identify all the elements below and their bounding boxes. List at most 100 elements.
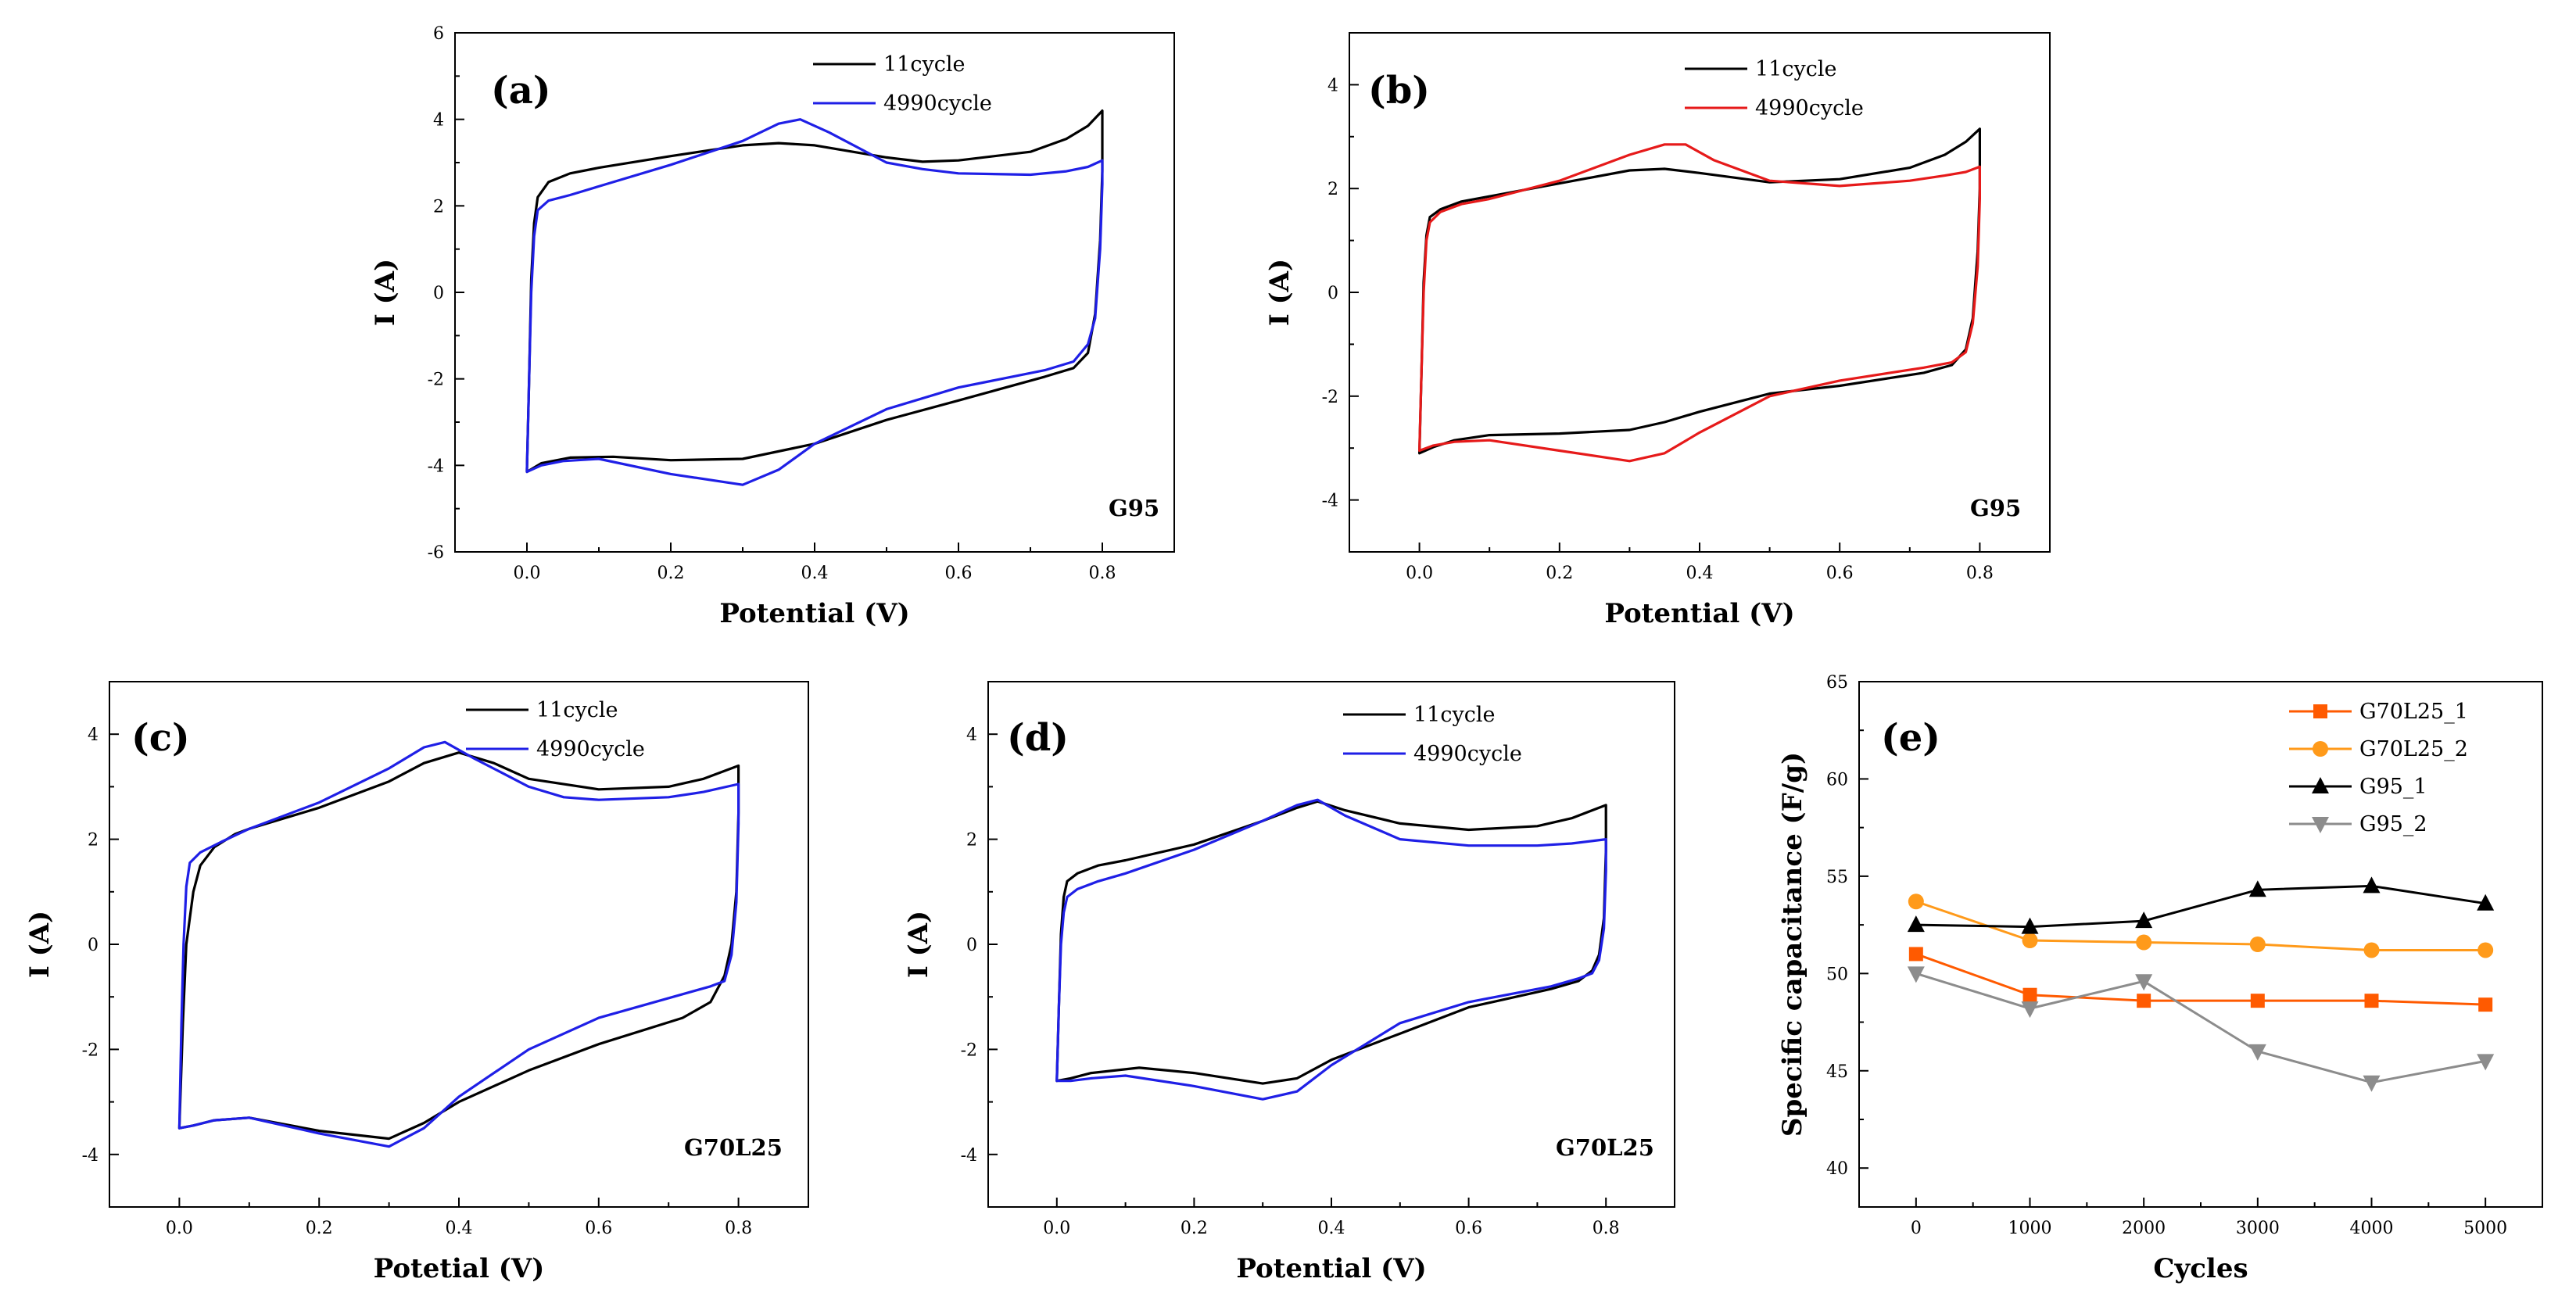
y-tick-label: -2	[428, 371, 444, 390]
panel-b: 0.0 0.2 0.4 0.6 0.8 -4 -2 0 2 4 Potential (V) I (A)…	[1264, 32, 2051, 629]
data-point	[1907, 966, 1925, 983]
legend-label: G70L25_1	[2359, 700, 2468, 724]
y-tick-label: 50	[1826, 965, 1848, 984]
x-tick-label: 0.0	[166, 1219, 193, 1238]
legend-marker	[2312, 817, 2329, 833]
series-11cycle	[525, 109, 1104, 474]
y-tick-label: 2	[88, 831, 99, 851]
x-axis-title: Potential (V)	[1604, 598, 1794, 629]
y-tick-label: 60	[1826, 770, 1848, 790]
panel-e: 0 1000 2000 3000 4000 5000 40 45 50 55 60 65 Cycles S…	[1777, 673, 2543, 1284]
plot-frame	[109, 681, 809, 1208]
panel-label: (b)	[1368, 69, 1430, 113]
legend-marker	[2313, 704, 2327, 718]
series-4990cycle	[1055, 798, 1607, 1101]
data-point	[2363, 876, 2381, 894]
series-G70L25_1	[1908, 947, 2493, 1012]
x-axis-title: Potetial (V)	[374, 1253, 545, 1284]
cv-curve	[1418, 127, 1981, 455]
data-point	[2250, 994, 2265, 1008]
y-tick-label: 45	[1826, 1062, 1848, 1082]
data-point	[2363, 1075, 2381, 1092]
y-tick-label: 4	[88, 725, 99, 745]
data-point	[2363, 942, 2380, 958]
legend-label: G70L25_2	[2359, 737, 2468, 761]
legend-label: 4990cycle	[1755, 96, 1864, 120]
x-tick-label: 0.6	[585, 1219, 612, 1238]
x-tick-label: 0.8	[725, 1219, 752, 1238]
y-tick-label: -4	[82, 1146, 99, 1166]
x-tick-label: 0.0	[1406, 564, 1433, 583]
data-point	[2022, 987, 2037, 1002]
cv-curve	[525, 118, 1104, 486]
data-point	[2249, 937, 2266, 952]
legend-label: G95_2	[2359, 812, 2427, 836]
x-tick-label: 2000	[2122, 1219, 2166, 1238]
series-11cycle	[177, 751, 740, 1141]
data-point	[2477, 894, 2495, 911]
x-tick-label: 4000	[2350, 1219, 2394, 1238]
series-line	[1915, 953, 2486, 1006]
x-tick-label: 0.8	[1593, 1219, 1620, 1238]
data-point	[2136, 934, 2152, 951]
panel-a: 0.0 0.2 0.4 0.6 0.8 -6 -4 -2 0 2 4 6 Potential (V) I …	[370, 24, 1175, 629]
y-tick-label: 0	[966, 936, 977, 955]
x-tick-label: 0.2	[1546, 564, 1573, 583]
y-tick-label: 0	[88, 936, 99, 955]
data-point	[2248, 880, 2266, 897]
x-tick-label: 0.6	[945, 564, 973, 583]
x-tick-label: 0.6	[1455, 1219, 1482, 1238]
panel-d: 0.0 0.2 0.4 0.6 0.8 -4 -2 0 2 4 Potential (V) I (A)…	[903, 681, 1675, 1284]
y-tick-label: -2	[1322, 388, 1338, 407]
x-tick-label: 0.4	[801, 564, 829, 583]
data-point	[2137, 994, 2151, 1008]
legend-label: 11cycle	[536, 698, 618, 722]
y-tick-label: 40	[1826, 1159, 1848, 1179]
series-line	[1915, 900, 2486, 951]
y-tick-label: 0	[1327, 284, 1338, 303]
data-point	[2135, 974, 2153, 991]
y-tick-label: -2	[961, 1040, 977, 1060]
legend-label: 4990cycle	[883, 91, 992, 116]
cv-curve	[177, 751, 740, 1141]
data-point	[1908, 947, 1923, 962]
y-tick-label: -4	[961, 1146, 977, 1166]
x-tick-label: 5000	[2463, 1219, 2507, 1238]
panel-label: (d)	[1007, 716, 1069, 760]
legend-label: 4990cycle	[536, 737, 645, 761]
series-4990cycle	[177, 740, 740, 1148]
panel-label: (e)	[1881, 716, 1940, 760]
x-tick-label: 0.2	[306, 1219, 333, 1238]
series-G70L25_2	[1908, 894, 2494, 958]
panel-c: 0.0 0.2 0.4 0.6 0.8 -4 -2 0 2 4 Potetial (V) I (A) (…	[24, 681, 809, 1284]
x-tick-label: 3000	[2236, 1219, 2280, 1238]
plot-frame	[454, 32, 1175, 553]
sample-label: G95	[1109, 495, 1159, 521]
y-tick-label: -4	[1322, 492, 1338, 511]
data-point	[2364, 994, 2379, 1008]
series-11cycle	[1418, 127, 1981, 455]
x-axis-title: Potential (V)	[1236, 1253, 1426, 1284]
x-tick-label: 0.4	[1686, 564, 1714, 583]
x-tick-label: 1000	[2008, 1219, 2052, 1238]
legend-label: 4990cycle	[1413, 742, 1522, 766]
cv-curve	[1055, 800, 1607, 1085]
cv-curve	[1418, 143, 1981, 463]
data-point	[2477, 1054, 2495, 1071]
y-axis-title: I (A)	[24, 911, 56, 978]
y-tick-label: 65	[1826, 673, 1848, 693]
y-tick-label: -4	[428, 457, 444, 476]
y-tick-label: 0	[433, 284, 444, 303]
data-point	[1907, 915, 1925, 933]
x-tick-label: 0.0	[514, 564, 541, 583]
series-11cycle	[1055, 800, 1607, 1085]
cv-curve	[1055, 798, 1607, 1101]
x-tick-label: 0.2	[657, 564, 685, 583]
data-point	[2021, 917, 2039, 934]
data-point	[2022, 933, 2038, 949]
y-axis-title: I (A)	[1264, 259, 1295, 326]
x-tick-label: 0.4	[1318, 1219, 1345, 1238]
y-axis-title: I (A)	[370, 259, 401, 326]
panel-label: (a)	[491, 69, 551, 113]
